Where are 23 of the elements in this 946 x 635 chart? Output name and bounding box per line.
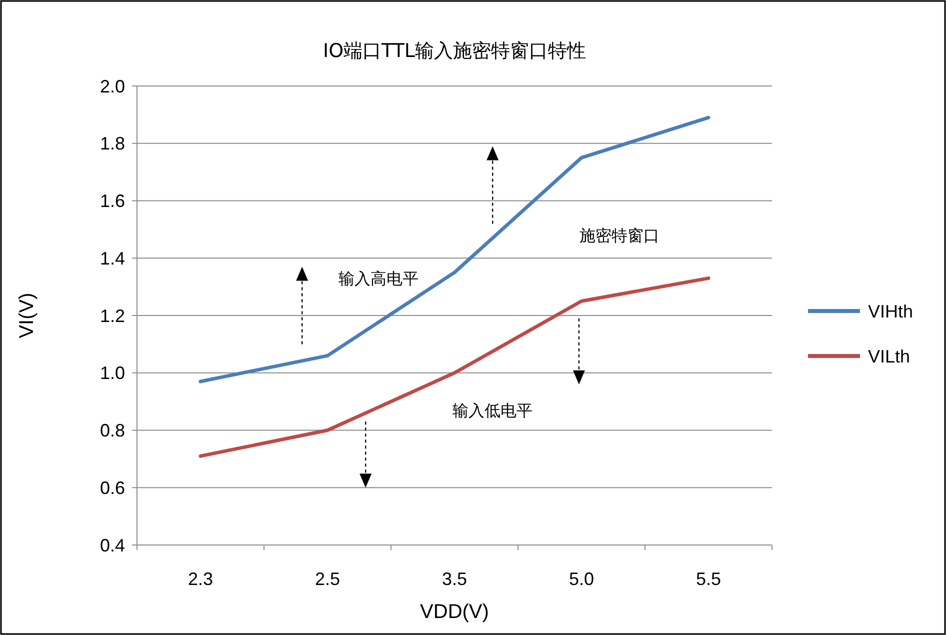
x-tick-label: 5.0 <box>568 569 594 589</box>
y-tick-label: 1.0 <box>100 363 125 384</box>
x-tick-label: 3.5 <box>442 569 468 589</box>
annotation: 施密特窗口 <box>580 226 660 245</box>
x-tick-label: 2.5 <box>314 569 340 589</box>
annotation: 输入低电平 <box>452 400 533 420</box>
chart-title: IO端口TTL输入施密特窗口特性 <box>322 40 586 62</box>
legend-label: VIHth <box>868 301 914 322</box>
y-tick-label: 0.8 <box>100 420 125 441</box>
line-series <box>198 116 710 384</box>
y-axis-title: VI(V) <box>16 292 38 338</box>
legend-label: VILth <box>868 346 910 366</box>
y-tick-label: 1.8 <box>100 134 125 154</box>
annotation: 输入高电平 <box>338 268 418 288</box>
y-tick-label: 0.6 <box>100 478 125 498</box>
x-tick-label: 2.3 <box>188 569 214 589</box>
x-axis-title: VDD(V) <box>420 601 489 623</box>
x-tick-label: 5.5 <box>696 569 722 589</box>
y-tick-label: 1.2 <box>100 306 125 326</box>
y-tick-label: 1.6 <box>100 191 125 212</box>
y-tick-label: 0.4 <box>100 535 125 556</box>
y-tick-label: 1.4 <box>100 248 125 268</box>
y-tick-label: 2.0 <box>100 76 125 96</box>
